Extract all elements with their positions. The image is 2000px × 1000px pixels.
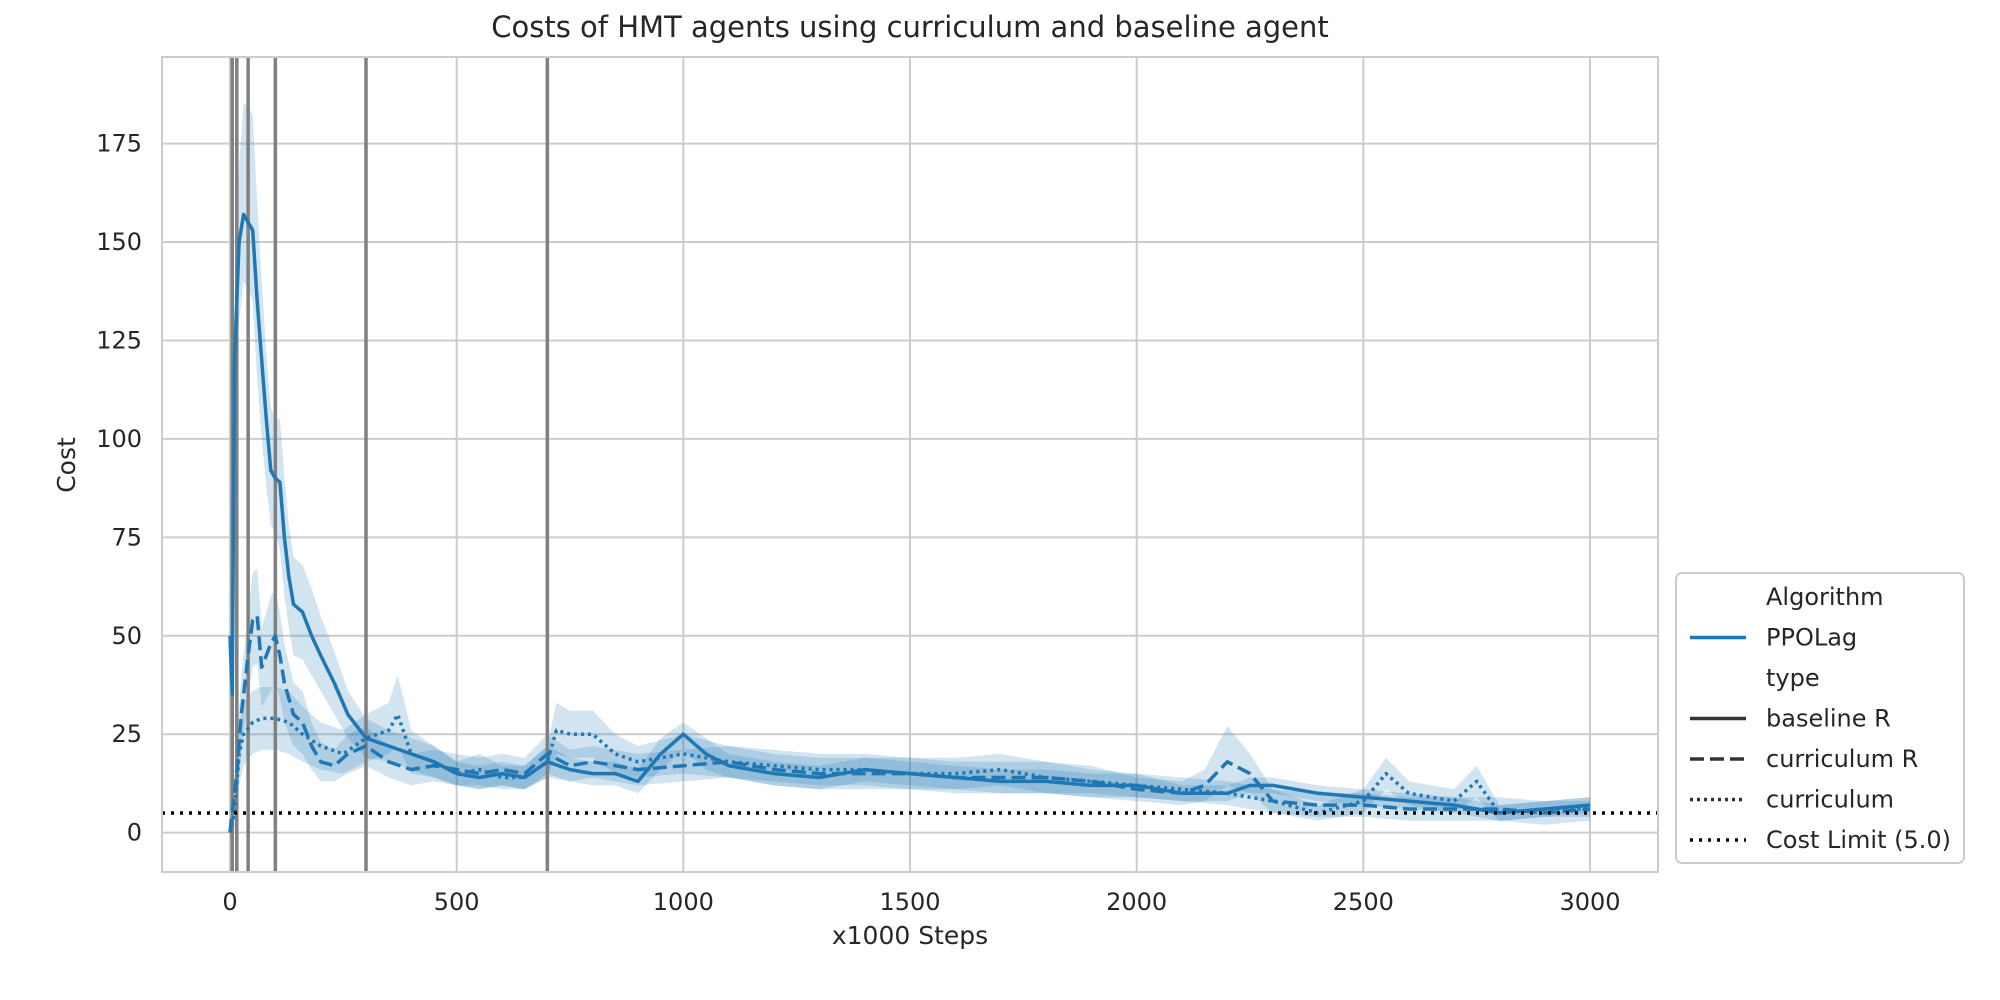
y-tick-label: 25 xyxy=(111,720,142,748)
x-tick-label: 2500 xyxy=(1333,888,1394,916)
x-tick-label: 0 xyxy=(222,888,237,916)
x-tick-label: 3000 xyxy=(1559,888,1620,916)
plot-frame xyxy=(161,56,1659,873)
x-tick-label: 2000 xyxy=(1106,888,1167,916)
legend-label: type xyxy=(1766,664,1820,692)
legend-label: Algorithm xyxy=(1766,583,1884,611)
y-axis-label: Cost xyxy=(52,437,81,493)
y-tick-label: 50 xyxy=(111,622,142,650)
x-tick-label: 500 xyxy=(434,888,480,916)
line-baseline-R xyxy=(228,212,1591,815)
line-curriculum-R xyxy=(228,614,1591,833)
legend-label: curriculum xyxy=(1766,786,1894,814)
legend-label: Cost Limit (5.0) xyxy=(1766,826,1951,854)
legend-label: curriculum R xyxy=(1766,745,1918,773)
legend-box xyxy=(1675,572,1965,864)
band-curriculum xyxy=(230,675,1590,841)
x-tick-label: 1000 xyxy=(653,888,714,916)
chart-title: Costs of HMT agents using curriculum and… xyxy=(491,10,1329,44)
x-tick-labels: 0 500 1000 1500 2000 2500 3000 xyxy=(222,888,1620,916)
y-tick-label: 150 xyxy=(96,228,142,256)
series-lines xyxy=(228,212,1591,833)
legend-label: baseline R xyxy=(1766,705,1891,733)
y-tick-label: 175 xyxy=(96,130,142,158)
y-tick-labels: 0 25 50 75 100 125 150 175 xyxy=(96,130,142,847)
y-tick-label: 100 xyxy=(96,425,142,453)
line-curriculum xyxy=(228,712,1590,833)
legend-label: PPOLag xyxy=(1766,624,1857,652)
grid xyxy=(162,57,1658,872)
x-tick-label: 1500 xyxy=(879,888,940,916)
y-tick-label: 125 xyxy=(96,326,142,354)
y-tick-label: 75 xyxy=(111,523,142,551)
legend: Algorithm PPOLag type baseline R curriculum … xyxy=(1675,572,1965,864)
x-axis-label: x1000 Steps xyxy=(832,921,988,950)
y-tick-label: 0 xyxy=(127,819,142,847)
